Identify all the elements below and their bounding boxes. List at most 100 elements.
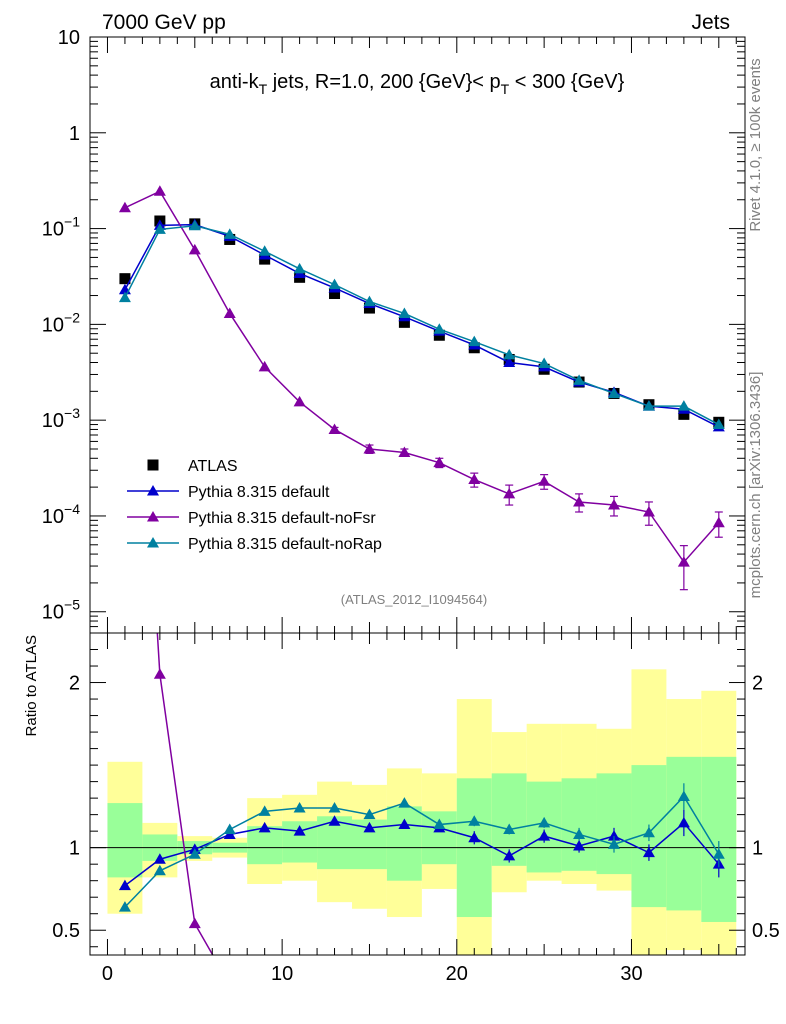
main-point bbox=[258, 360, 271, 372]
main-y-tick-base: 10 bbox=[42, 314, 64, 336]
main-y-tick-label: 10−3 bbox=[42, 405, 80, 432]
green-band-bin bbox=[247, 826, 283, 865]
ratio-point bbox=[503, 823, 516, 835]
ratio-point bbox=[363, 808, 376, 820]
main-point bbox=[608, 387, 620, 398]
main-y-tick-label: 10−1 bbox=[42, 214, 80, 241]
main-y-tick-exponent: −1 bbox=[64, 214, 80, 230]
ratio-point bbox=[608, 838, 620, 849]
main-y-tick-base: 10 bbox=[42, 602, 64, 624]
main-y-tick-exponent: −2 bbox=[64, 309, 80, 325]
main-point bbox=[503, 348, 516, 360]
main-point bbox=[642, 505, 655, 517]
main-point bbox=[712, 516, 725, 528]
ratio-point bbox=[573, 840, 586, 851]
ratio-point bbox=[468, 831, 481, 843]
legend-label: Pythia 8.315 default bbox=[188, 484, 330, 501]
ratio-point bbox=[328, 802, 341, 813]
main-point bbox=[573, 495, 586, 507]
ratio-series-line bbox=[124, 795, 720, 908]
ratio-point bbox=[642, 826, 655, 838]
ratio-y-tick-label-right: 0.5 bbox=[752, 920, 780, 942]
main-point bbox=[433, 323, 446, 334]
ratio-y-tick-label-left: 2 bbox=[69, 673, 80, 695]
main-series-layer bbox=[118, 185, 725, 591]
main-point bbox=[328, 278, 341, 290]
main-series-3 bbox=[118, 219, 725, 430]
main-point bbox=[293, 262, 306, 274]
ratio-series-line bbox=[124, 820, 720, 887]
main-y-tick-base: 10 bbox=[42, 410, 64, 432]
ratio-frame bbox=[89, 632, 746, 956]
main-series-2 bbox=[118, 185, 725, 591]
ratio-series-2 bbox=[118, 783, 725, 912]
ratio-point bbox=[677, 790, 690, 801]
ratio-x-tick-label: 0 bbox=[102, 963, 113, 985]
main-y-tick-exponent: −5 bbox=[64, 597, 80, 613]
ratio-point bbox=[468, 815, 481, 826]
green-band-bin bbox=[107, 803, 143, 878]
main-point bbox=[573, 374, 586, 385]
main-point bbox=[363, 302, 375, 314]
ratio-point bbox=[224, 979, 236, 990]
main-point bbox=[433, 456, 446, 468]
main-point bbox=[712, 418, 725, 430]
main-point bbox=[188, 219, 201, 231]
green-band-bin bbox=[596, 773, 632, 875]
ratio-y-tick-label-right: 2 bbox=[752, 673, 763, 695]
green-band-bin bbox=[701, 756, 737, 922]
main-point bbox=[677, 400, 690, 411]
ratio-point bbox=[538, 830, 551, 841]
main-series-line bbox=[124, 223, 720, 428]
main-point bbox=[293, 395, 306, 407]
header-left: 7000 GeV pp bbox=[102, 11, 226, 34]
main-y-tick-base: 10 bbox=[42, 219, 64, 241]
main-point bbox=[678, 408, 690, 420]
main-point bbox=[328, 423, 341, 434]
main-y-tick-label: 10−5 bbox=[42, 597, 80, 624]
ratio-point bbox=[642, 846, 655, 858]
main-point bbox=[398, 446, 411, 457]
ratio-point bbox=[293, 802, 306, 813]
main-y-tick-base: 1 bbox=[69, 123, 80, 145]
main-y-tick-base: 10 bbox=[58, 27, 80, 49]
main-point bbox=[119, 273, 131, 285]
legend-label: Pythia 8.315 default-noFsr bbox=[188, 510, 376, 527]
header-right: Jets bbox=[691, 11, 730, 34]
ratio-point bbox=[118, 901, 131, 912]
ratio-point bbox=[608, 830, 620, 841]
ratio-point bbox=[538, 816, 551, 828]
ratio-point bbox=[188, 848, 201, 859]
main-title: anti-kT jets, R=1.0, 200 {GeV}< pT < 300… bbox=[210, 71, 625, 97]
main-series-1 bbox=[118, 218, 725, 432]
analysis-watermark: (ATLAS_2012_I1094564) bbox=[341, 592, 487, 607]
main-point bbox=[153, 185, 166, 196]
main-point bbox=[677, 556, 690, 567]
main-point bbox=[468, 335, 481, 347]
main-y-tick-exponent: −3 bbox=[64, 405, 80, 421]
main-series-line bbox=[124, 190, 720, 564]
main-point bbox=[468, 473, 481, 485]
ratio-y-tick-label-left: 1 bbox=[69, 838, 80, 860]
main-point bbox=[223, 228, 236, 239]
main-point bbox=[118, 291, 131, 303]
main-y-tick-base: 10 bbox=[42, 506, 64, 528]
main-point bbox=[503, 356, 516, 367]
ratio-point bbox=[398, 797, 411, 808]
legend-label: ATLAS bbox=[188, 458, 238, 475]
ratio-point bbox=[573, 828, 586, 839]
ratio-point bbox=[258, 805, 271, 816]
mcplots-label: mcplots.cern.ch [arXiv:1306.3436] bbox=[747, 372, 764, 599]
ratio-point bbox=[258, 821, 271, 833]
ratio-x-tick-label: 10 bbox=[271, 963, 293, 985]
legend-marker bbox=[147, 459, 159, 471]
main-series-line bbox=[124, 225, 720, 426]
main-point bbox=[503, 487, 516, 499]
ratio-y-tick-label-left: 0.5 bbox=[52, 920, 80, 942]
main-point bbox=[642, 400, 655, 411]
ratio-point bbox=[677, 816, 690, 828]
main-point bbox=[398, 316, 410, 328]
ratio-ylabel: Ratio to ATLAS bbox=[23, 635, 40, 736]
